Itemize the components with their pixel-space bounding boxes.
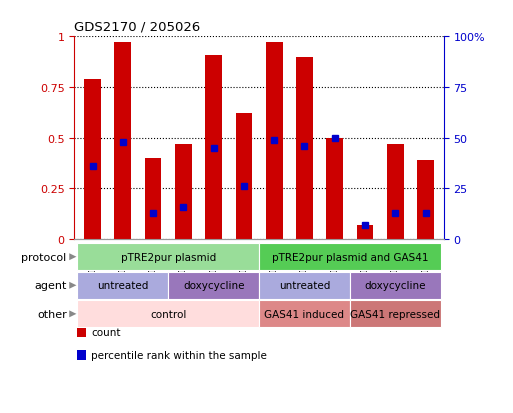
Bar <box>114 43 131 240</box>
Polygon shape <box>69 282 76 289</box>
Polygon shape <box>69 311 76 318</box>
Text: pTRE2pur plasmid: pTRE2pur plasmid <box>121 252 216 262</box>
Text: protocol: protocol <box>22 252 67 262</box>
Text: doxycycline: doxycycline <box>365 280 426 291</box>
Bar <box>145 159 162 240</box>
Text: other: other <box>37 309 67 319</box>
Text: pTRE2pur plasmid and GAS41: pTRE2pur plasmid and GAS41 <box>272 252 428 262</box>
Text: untreated: untreated <box>279 280 330 291</box>
Text: GAS41 induced: GAS41 induced <box>265 309 344 319</box>
Bar <box>417 161 434 240</box>
Bar <box>84 80 101 240</box>
Bar <box>205 55 222 240</box>
Bar <box>175 145 192 240</box>
Text: percentile rank within the sample: percentile rank within the sample <box>91 350 267 360</box>
Polygon shape <box>69 254 76 261</box>
Text: agent: agent <box>34 280 67 291</box>
Bar <box>326 138 343 240</box>
Text: untreated: untreated <box>97 280 148 291</box>
Text: GAS41 repressed: GAS41 repressed <box>350 309 440 319</box>
Text: GDS2170 / 205026: GDS2170 / 205026 <box>74 20 201 33</box>
Bar <box>357 225 373 240</box>
Text: control: control <box>150 309 186 319</box>
Bar <box>387 145 404 240</box>
Text: count: count <box>91 328 121 337</box>
Bar <box>235 114 252 240</box>
Bar <box>296 57 313 240</box>
Text: doxycycline: doxycycline <box>183 280 244 291</box>
Bar <box>266 43 283 240</box>
